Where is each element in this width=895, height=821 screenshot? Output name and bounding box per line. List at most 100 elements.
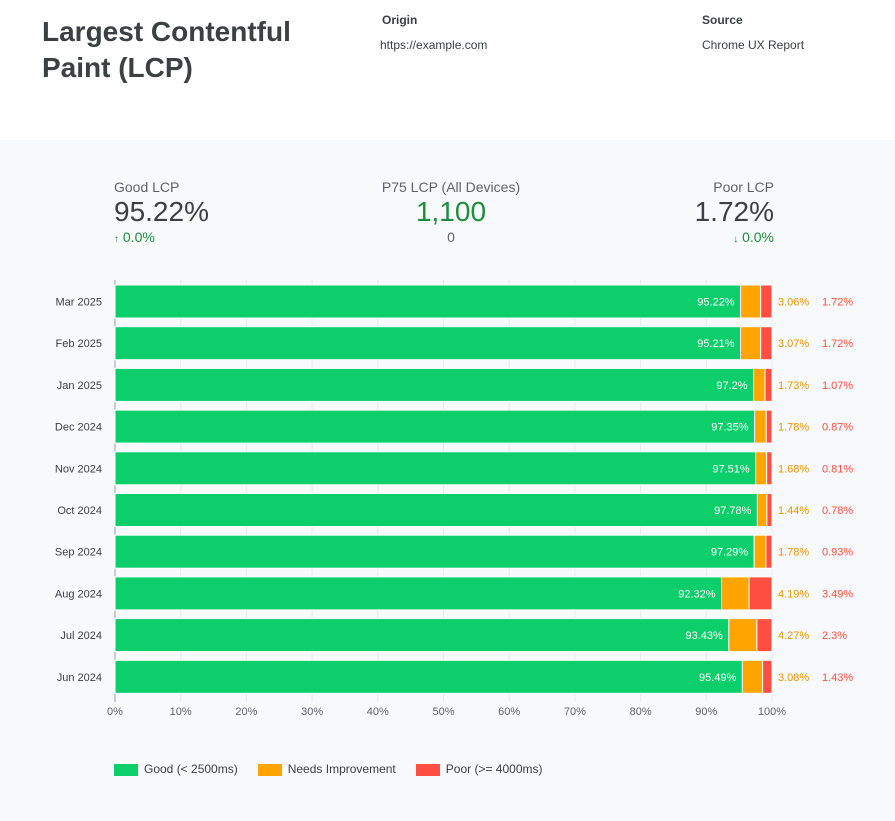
- data-label-good: 97.2%: [716, 380, 747, 392]
- bar-poor: [766, 493, 773, 527]
- y-tick-label: Jul 2024: [60, 630, 102, 642]
- arrow-down-icon: ↓: [733, 234, 739, 245]
- data-label-poor: 2.3%: [822, 630, 847, 642]
- kpi-value: 95.22%: [114, 196, 209, 227]
- bar-poor: [765, 409, 773, 444]
- y-tick-label: Mar 2025: [56, 297, 102, 309]
- bar-ni: [728, 618, 758, 653]
- kpi-label: Good LCP: [114, 179, 180, 195]
- source-value: Chrome UX Report: [702, 38, 805, 52]
- bar-good: [114, 493, 758, 527]
- arrow-up-icon: ↑: [114, 234, 119, 245]
- bar-ni: [753, 367, 766, 402]
- y-tick-label: Oct 2024: [57, 505, 102, 517]
- y-tick-label: Dec 2024: [55, 422, 102, 434]
- origin-value: https://example.com: [380, 38, 488, 52]
- bar-good: [114, 576, 723, 611]
- x-tick-label: 20%: [235, 706, 257, 718]
- x-tick-label: 70%: [564, 706, 586, 718]
- data-label-good: 95.22%: [697, 297, 735, 309]
- page-title: Largest Contentful Paint (LCP): [42, 16, 291, 83]
- bar-ni: [756, 493, 768, 527]
- source-label: Source: [702, 13, 743, 27]
- bar-ni: [741, 659, 764, 694]
- header: [0, 0, 895, 140]
- y-tick-label: Nov 2024: [55, 463, 102, 475]
- data-label-ni: 4.19%: [778, 588, 809, 600]
- data-label-ni: 1.68%: [778, 463, 809, 475]
- kpi-delta: 0.0%: [742, 229, 774, 245]
- bar-poor: [748, 576, 773, 611]
- data-label-ni: 1.73%: [778, 380, 809, 392]
- bar-good: [114, 367, 755, 402]
- kpi-label: Poor LCP: [713, 179, 774, 195]
- data-label-ni: 1.44%: [778, 505, 809, 517]
- data-label-poor: 0.93%: [822, 547, 853, 559]
- kpi-poor: Poor LCP 1.72% ↓ 0.0%: [695, 179, 774, 245]
- legend: Good (< 2500ms) Needs Improvement Poor (…: [114, 762, 542, 776]
- bar-poor: [765, 534, 773, 569]
- bar-good: [114, 451, 757, 486]
- data-label-good: 97.51%: [712, 463, 750, 475]
- origin-label: Origin: [382, 13, 418, 27]
- x-tick-label: 10%: [170, 706, 192, 718]
- x-tick-label: 40%: [367, 706, 389, 718]
- y-tick-label: Feb 2025: [56, 338, 102, 350]
- bar-good: [114, 409, 756, 444]
- kpi-value: 1.72%: [694, 196, 774, 227]
- kpi-label: P75 LCP (All Devices): [381, 179, 521, 195]
- bar-good: [114, 534, 755, 569]
- y-tick-label: Jun 2024: [57, 672, 102, 684]
- data-label-ni: 1.78%: [778, 547, 809, 559]
- x-tick-label: 100%: [758, 706, 786, 718]
- y-tick-label: Sep 2024: [55, 547, 102, 559]
- bar-poor: [760, 284, 773, 319]
- kpi-good: Good LCP 95.22% ↑ 0.0%: [114, 179, 209, 245]
- bar-poor: [764, 367, 773, 402]
- kpi-value: 1,100: [415, 196, 487, 227]
- lcp-chart: 0% 10% 20% 30% 40% 50% 60% 70% 80% 90% 100% Mar 202…: [55, 280, 853, 718]
- bar-poor: [762, 659, 773, 694]
- bar-poor: [760, 326, 773, 361]
- y-tick-label: Aug 2024: [55, 588, 102, 600]
- bar-ni: [754, 409, 767, 444]
- data-label-good: 95.21%: [697, 338, 735, 350]
- bar-ni: [740, 326, 762, 361]
- x-tick-label: 0%: [107, 706, 123, 718]
- data-label-poor: 0.78%: [822, 505, 853, 517]
- kpi-delta: 0: [447, 229, 455, 245]
- data-label-poor: 0.87%: [822, 422, 853, 434]
- kpi-delta: 0.0%: [122, 229, 155, 245]
- data-label-poor: 1.43%: [822, 672, 853, 684]
- bar-good: [114, 326, 742, 361]
- data-label-ni: 1.78%: [778, 422, 809, 434]
- bar-good: [114, 618, 730, 653]
- data-label-good: 93.43%: [686, 630, 724, 642]
- bar-poor: [766, 451, 773, 486]
- data-label-good: 97.78%: [714, 505, 752, 517]
- data-label-ni: 4.27%: [778, 630, 809, 642]
- bar-poor: [756, 618, 773, 653]
- bar-ni: [755, 451, 768, 486]
- data-label-good: 97.35%: [711, 422, 749, 434]
- legend-poor[interactable]: Poor (>= 4000ms): [415, 762, 542, 776]
- data-label-poor: 3.49%: [822, 588, 853, 600]
- legend-ni[interactable]: Needs Improvement: [257, 762, 396, 776]
- data-label-poor: 1.72%: [822, 297, 853, 309]
- data-label-poor: 1.07%: [822, 380, 853, 392]
- y-tick-label: Jan 2025: [57, 380, 102, 392]
- x-tick-label: 90%: [695, 706, 717, 718]
- bar-ni: [740, 284, 762, 319]
- bar-ni: [753, 534, 767, 569]
- x-tick-label: 80%: [630, 706, 652, 718]
- data-label-good: 92.32%: [678, 588, 716, 600]
- bar-good: [114, 284, 742, 319]
- bar-ni: [721, 576, 750, 611]
- data-label-ni: 3.08%: [778, 672, 809, 684]
- data-label-good: 95.49%: [699, 672, 737, 684]
- legend-good[interactable]: Good (< 2500ms): [114, 762, 238, 776]
- data-label-poor: 0.81%: [822, 463, 853, 475]
- x-tick-label: 30%: [301, 706, 323, 718]
- kpi-p75: P75 LCP (All Devices) 1,100 0: [351, 179, 551, 245]
- x-tick-label: 50%: [432, 706, 454, 718]
